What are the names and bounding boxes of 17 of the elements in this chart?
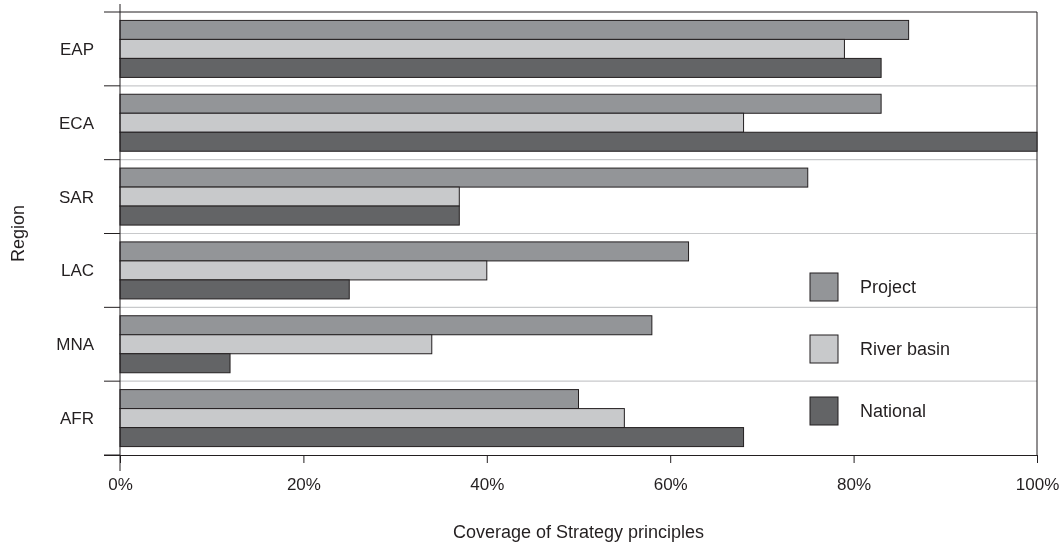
legend-label: National bbox=[860, 401, 927, 422]
y-axis-title: Region bbox=[8, 204, 28, 263]
x-tick-label: 20% bbox=[286, 474, 321, 494]
legend-label: River basin bbox=[860, 339, 951, 360]
y-tick-label: AFR bbox=[60, 409, 94, 429]
x-tick-label: 60% bbox=[653, 474, 688, 494]
legend-label: Project bbox=[860, 277, 917, 298]
y-tick-label: SAR bbox=[59, 187, 94, 207]
y-tick-label: ECA bbox=[59, 113, 95, 133]
x-tick-label: 40% bbox=[470, 474, 505, 494]
y-tick-label: EAP bbox=[59, 39, 94, 59]
y-tick-label: MNA bbox=[56, 335, 95, 355]
x-tick-label: 100% bbox=[1015, 474, 1060, 494]
x-axis-title: Coverage of Strategy principles bbox=[452, 522, 705, 542]
x-tick-label: 0% bbox=[108, 474, 133, 494]
y-tick-label: LAC bbox=[60, 261, 94, 281]
x-tick-label: 80% bbox=[837, 474, 872, 494]
